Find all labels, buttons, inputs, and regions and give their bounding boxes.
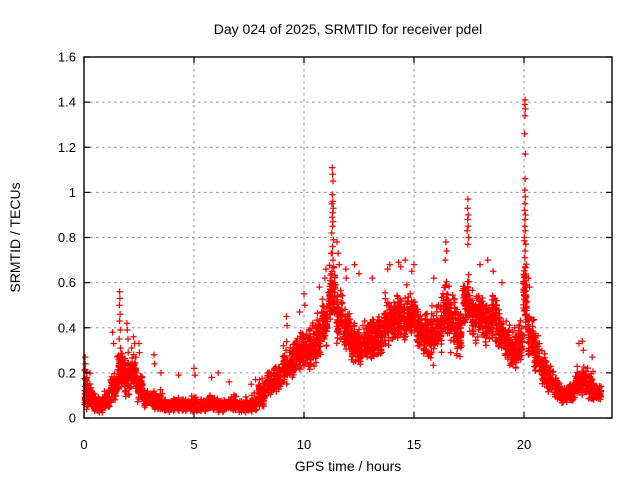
tick-label: 0.4: [58, 320, 76, 335]
tick-label: 5: [190, 437, 197, 452]
tick-label: 0: [69, 411, 76, 426]
y-axis-label: SRMTID / TECUs: [7, 182, 23, 292]
tick-label: 0: [80, 437, 87, 452]
tick-label: 0.6: [58, 275, 76, 290]
tick-label: 1.2: [58, 140, 76, 155]
data-point-markers: [81, 96, 605, 416]
tick-label: 0.8: [58, 230, 76, 245]
tick-label: 20: [517, 437, 531, 452]
tick-label: 1.4: [58, 95, 76, 110]
chart-title: Day 024 of 2025, SRMTID for receiver pde…: [214, 21, 482, 37]
axis-ticks: [83, 56, 612, 419]
scatter-points: [81, 96, 605, 416]
x-axis-label: GPS time / hours: [295, 458, 402, 474]
tick-label: 15: [407, 437, 421, 452]
tick-label: 10: [297, 437, 311, 452]
tick-label: 1: [69, 185, 76, 200]
tick-label: 0.2: [58, 365, 76, 380]
tick-labels: 0 5 10 15 20 0 0.2 0.4 0.6 0.8 1 1.2 1.4 1.6: [58, 50, 531, 453]
tick-label: 1.6: [58, 50, 76, 65]
